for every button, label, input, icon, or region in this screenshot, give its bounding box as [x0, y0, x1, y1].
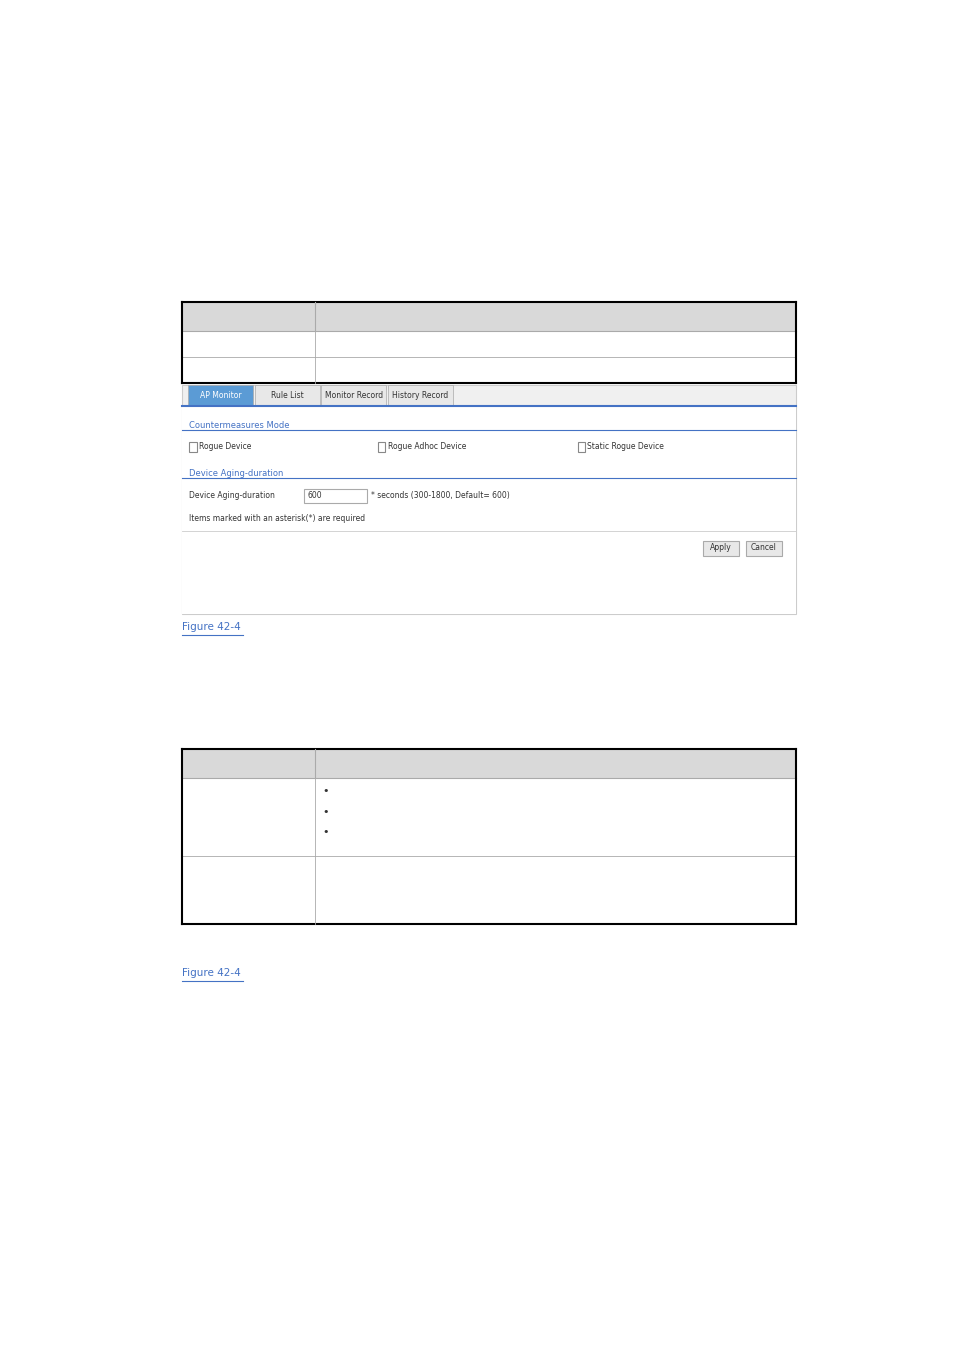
Text: Apply: Apply	[709, 543, 731, 552]
Text: •: •	[322, 807, 329, 817]
Text: * seconds (300-1800, Default= 600): * seconds (300-1800, Default= 600)	[370, 491, 509, 501]
Text: Device Aging-duration: Device Aging-duration	[190, 468, 284, 478]
Text: Rogue Adhoc Device: Rogue Adhoc Device	[387, 443, 465, 451]
Text: Figure 42-4: Figure 42-4	[182, 622, 240, 632]
Bar	[304, 490, 367, 504]
Bar	[188, 386, 253, 406]
Text: Countermeasures Mode: Countermeasures Mode	[190, 421, 290, 429]
Text: Items marked with an asterisk(*) are required: Items marked with an asterisk(*) are req…	[190, 514, 365, 522]
Bar	[182, 749, 795, 779]
Bar	[377, 441, 385, 452]
Text: Cancel: Cancel	[750, 543, 776, 552]
Text: Figure 42-4: Figure 42-4	[182, 968, 240, 977]
Text: •: •	[322, 828, 329, 837]
Text: History Record: History Record	[392, 392, 448, 401]
Text: •: •	[322, 786, 329, 796]
Bar	[745, 541, 781, 556]
Bar	[577, 441, 584, 452]
Text: Rule List: Rule List	[271, 392, 303, 401]
Text: AP Monitor: AP Monitor	[199, 392, 241, 401]
Text: Static Rogue Device: Static Rogue Device	[587, 443, 663, 451]
Bar	[182, 406, 795, 614]
Bar	[254, 386, 319, 406]
Bar	[182, 386, 795, 614]
Text: Rogue Device: Rogue Device	[199, 443, 252, 451]
Bar	[387, 386, 453, 406]
Bar	[182, 302, 795, 332]
Text: Monitor Record: Monitor Record	[324, 392, 382, 401]
Text: 600: 600	[307, 491, 321, 501]
Bar	[321, 386, 386, 406]
Bar	[190, 441, 196, 452]
Bar	[702, 541, 738, 556]
Text: Device Aging-duration: Device Aging-duration	[190, 491, 275, 501]
